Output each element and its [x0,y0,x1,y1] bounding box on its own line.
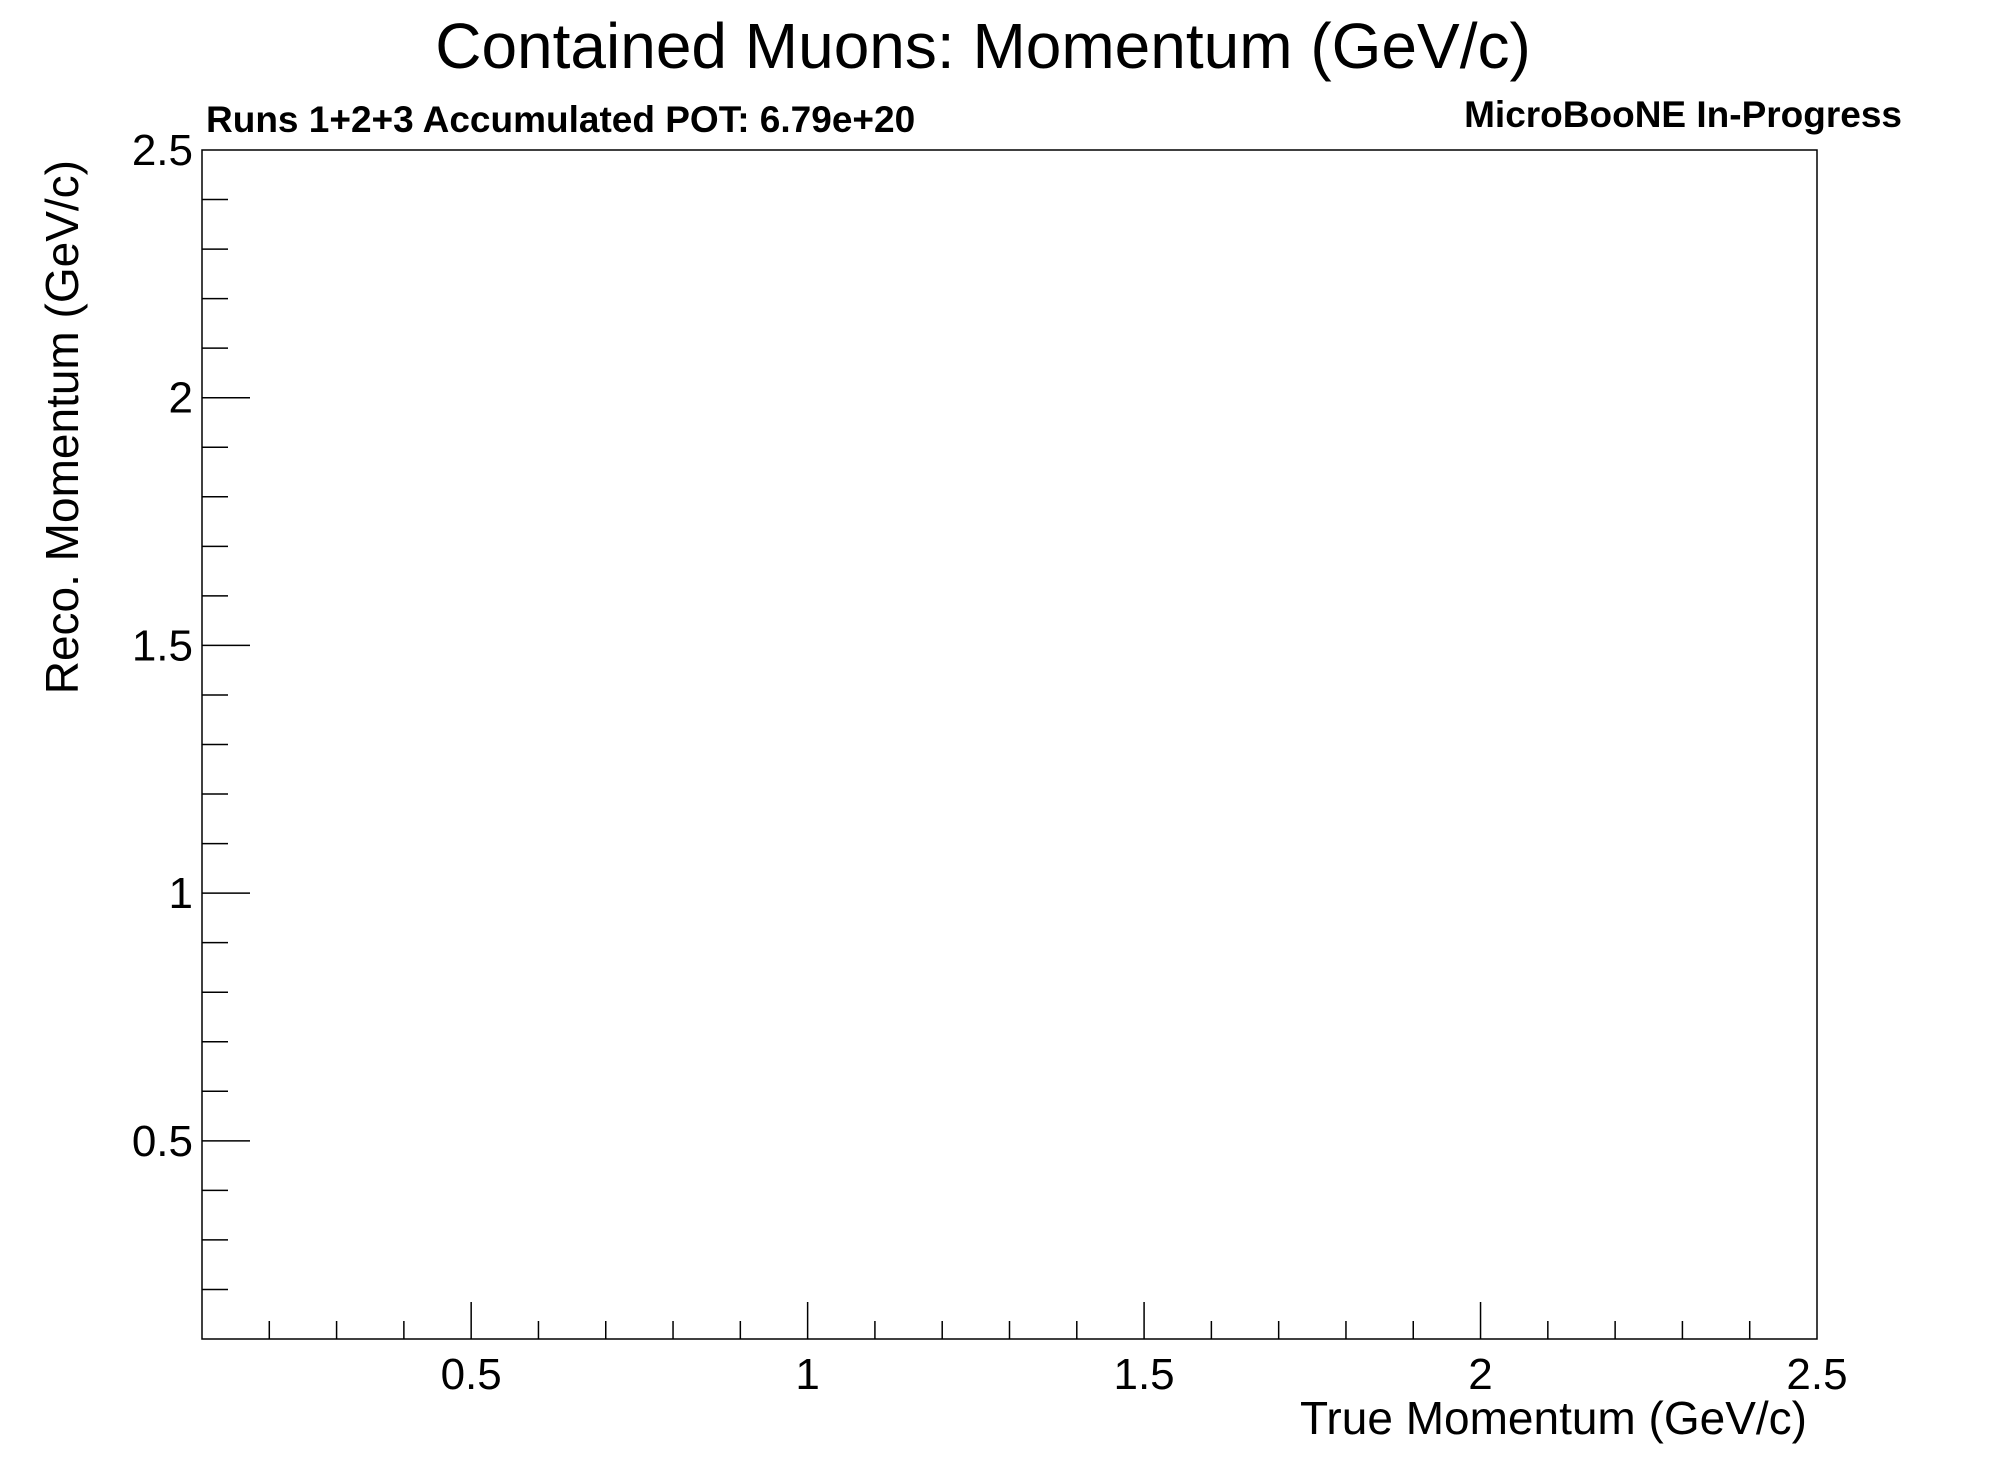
x-tick-label: 1.5 [1113,1350,1174,1399]
x-tick-label: 1 [795,1350,819,1399]
y-axis-label: Reco. Momentum (GeV/c) [36,160,88,694]
plot-frame [201,149,1818,1340]
y-tick-label: 2.5 [132,126,193,175]
y-tick-label: 1 [169,869,193,918]
x-axis-ticks [268,1302,1751,1339]
x-axis-label: True Momentum (GeV/c) [1300,1392,1807,1444]
x-tick-label: 2 [1468,1350,1492,1399]
chart-title: Contained Muons: Momentum (GeV/c) [435,10,1531,82]
y-axis-ticks [202,198,250,1291]
y-tick-label: 0.5 [132,1117,193,1166]
x-tick-label: 2.5 [1786,1350,1847,1399]
x-axis-tick-labels: 0.5 1 1.5 2 2.5 [441,1350,1848,1399]
experiment-label: MicroBooNE In-Progress [1464,94,1902,135]
x-tick-label: 0.5 [441,1350,502,1399]
y-tick-label: 2 [169,374,193,423]
y-tick-label: 1.5 [132,621,193,670]
chart-subtitle: Runs 1+2+3 Accumulated POT: 6.79e+20 [206,99,915,140]
y-axis-tick-labels: 0.5 1 1.5 2 2.5 [132,126,193,1166]
